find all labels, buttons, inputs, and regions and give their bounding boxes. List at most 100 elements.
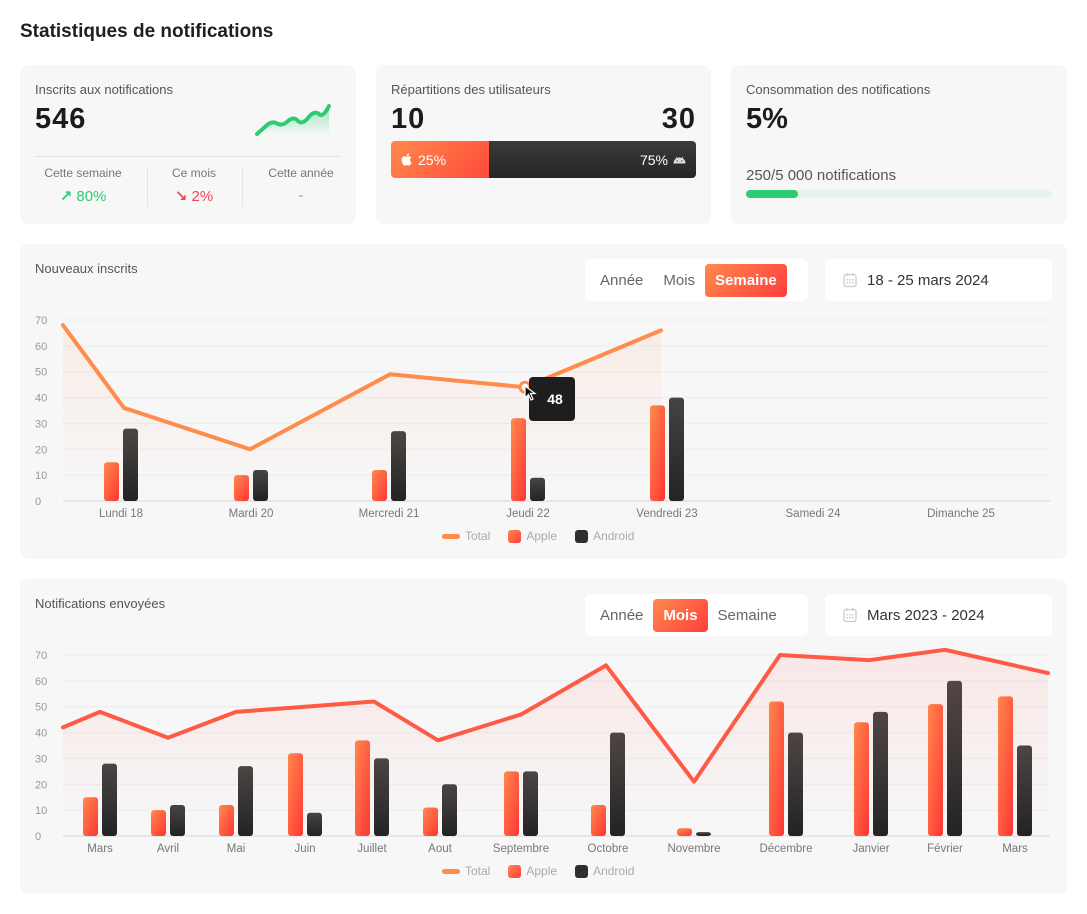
svg-text:Septembre: Septembre <box>493 843 549 855</box>
consumption-progress <box>746 190 1052 198</box>
sparkline-icon <box>255 104 331 136</box>
svg-text:50: 50 <box>35 702 47 714</box>
svg-text:10: 10 <box>35 805 47 817</box>
legend-label: Apple <box>526 864 558 878</box>
legend-apple[interactable]: Apple <box>508 864 557 878</box>
svg-text:60: 60 <box>35 676 47 688</box>
calendar-icon <box>843 608 857 623</box>
svg-text:40: 40 <box>35 728 47 740</box>
distribution-bar: 25% 75% <box>391 141 696 178</box>
svg-text:Janvier: Janvier <box>852 843 889 855</box>
notifications-sent-panel: Notifications envoyées Année Mois Semain… <box>20 579 1067 894</box>
svg-text:Avril: Avril <box>157 843 179 855</box>
tab-semaine[interactable]: Semaine <box>717 606 777 624</box>
android-swatch-icon <box>575 529 589 543</box>
legend-total[interactable]: Total <box>442 864 490 878</box>
calendar-icon <box>843 273 857 288</box>
new-subscribers-panel: Nouveaux inscrits Année Mois Semaine 18 … <box>20 244 1067 559</box>
android-icon <box>673 156 686 163</box>
period-segmented-control: Année Mois Semaine <box>585 259 808 301</box>
svg-text:Vendredi 23: Vendredi 23 <box>636 508 697 520</box>
consumption-label: Consommation des notifications <box>746 82 931 97</box>
svg-text:30: 30 <box>35 753 47 765</box>
date-range-picker[interactable]: Mars 2023 - 2024 <box>825 594 1052 636</box>
svg-text:Mars: Mars <box>1002 843 1028 855</box>
svg-text:Mardi 20: Mardi 20 <box>229 508 274 520</box>
svg-text:40: 40 <box>35 393 47 405</box>
chart-legend: Total Apple Android <box>442 864 634 878</box>
svg-text:Novembre: Novembre <box>667 843 720 855</box>
svg-text:Mars: Mars <box>87 843 113 855</box>
svg-text:60: 60 <box>35 341 47 353</box>
stat-value: 80% <box>76 188 107 205</box>
date-range-picker[interactable]: 18 - 25 mars 2024 <box>825 259 1052 301</box>
chart-tooltip: 48 <box>524 377 575 421</box>
subscribers-value: 546 <box>35 103 87 135</box>
subscribers-label: Inscrits aux notifications <box>35 82 174 97</box>
cursor-icon <box>524 385 537 401</box>
legend-android[interactable]: Android <box>575 529 634 543</box>
arrow-down-right-icon: ↘ <box>174 188 188 205</box>
legend-label: Android <box>593 529 635 543</box>
svg-text:Jeudi 22: Jeudi 22 <box>506 508 549 520</box>
line-swatch-icon <box>442 533 460 539</box>
svg-text:50: 50 <box>35 367 47 379</box>
apple-swatch-icon <box>508 529 522 543</box>
tab-mois[interactable]: Mois <box>663 271 696 289</box>
tab-mois[interactable]: Mois <box>653 598 708 632</box>
legend-android[interactable]: Android <box>575 864 634 878</box>
svg-text:0: 0 <box>35 496 41 508</box>
legend-label: Apple <box>526 529 558 543</box>
svg-text:70: 70 <box>35 650 47 662</box>
consumption-detail: 250/5 000 notifications <box>746 167 897 184</box>
distribution-card: Répartitions des utilisateurs 10 30 25% … <box>376 65 711 224</box>
android-percent: 75% <box>639 151 668 168</box>
svg-text:20: 20 <box>35 444 47 456</box>
new-subscribers-chart: 0 10 20 30 40 50 60 70 Lundi 18 Mardi 20 Mercredi … <box>35 315 1050 520</box>
apple-swatch-icon <box>508 864 522 878</box>
date-range-text: Mars 2023 - 2024 <box>867 606 985 624</box>
legend-apple[interactable]: Apple <box>508 529 557 543</box>
svg-text:Février: Février <box>927 843 963 855</box>
legend-label: Android <box>593 864 635 878</box>
stat-this-month: Ce mois ↘ 2% <box>144 166 244 205</box>
tab-annee[interactable]: Année <box>600 606 644 624</box>
stat-label: Cette semaine <box>44 166 122 180</box>
apple-segment: 25% <box>391 141 489 178</box>
svg-text:Juillet: Juillet <box>357 843 387 855</box>
svg-text:Aout: Aout <box>428 843 452 855</box>
legend-total[interactable]: Total <box>442 529 490 543</box>
tab-semaine[interactable]: Semaine <box>705 263 787 297</box>
svg-text:Mercredi 21: Mercredi 21 <box>359 508 420 520</box>
svg-text:Mai: Mai <box>227 843 246 855</box>
subscribers-card: Inscrits aux notifications 546 Cette sem… <box>20 65 356 224</box>
android-swatch-icon <box>575 864 589 878</box>
svg-text:20: 20 <box>35 779 47 791</box>
svg-text:Samedi 24: Samedi 24 <box>786 508 842 520</box>
stat-value: - <box>298 187 304 204</box>
svg-text:0: 0 <box>35 831 41 843</box>
divider <box>147 167 148 207</box>
tab-annee[interactable]: Année <box>600 271 644 289</box>
stat-this-year: Cette année - <box>251 166 351 204</box>
page-title: Statistiques de notifications <box>20 21 274 42</box>
stat-label: Cette année <box>268 166 334 180</box>
notifications-sent-chart: 0 10 20 30 40 50 60 70 Mars Avril Mai Juin Juillet Ao… <box>35 647 1050 855</box>
svg-text:Juin: Juin <box>294 843 315 855</box>
consumption-value: 5% <box>746 103 788 135</box>
svg-text:70: 70 <box>35 315 47 327</box>
chart-legend: Total Apple Android <box>442 529 634 543</box>
legend-label: Total <box>465 529 491 543</box>
svg-text:Octobre: Octobre <box>588 843 629 855</box>
stat-label: Ce mois <box>171 166 216 180</box>
panel-title: Nouveaux inscrits <box>35 261 138 276</box>
distribution-label: Répartitions des utilisateurs <box>391 82 551 97</box>
tooltip-value: 48 <box>547 391 563 407</box>
android-count: 30 <box>661 103 696 135</box>
apple-icon <box>401 153 412 166</box>
svg-text:30: 30 <box>35 418 47 430</box>
divider <box>242 167 243 207</box>
consumption-card: Consommation des notifications 5% 250/5 … <box>731 65 1067 224</box>
apple-count: 10 <box>391 103 426 135</box>
stat-value: 2% <box>191 188 214 205</box>
